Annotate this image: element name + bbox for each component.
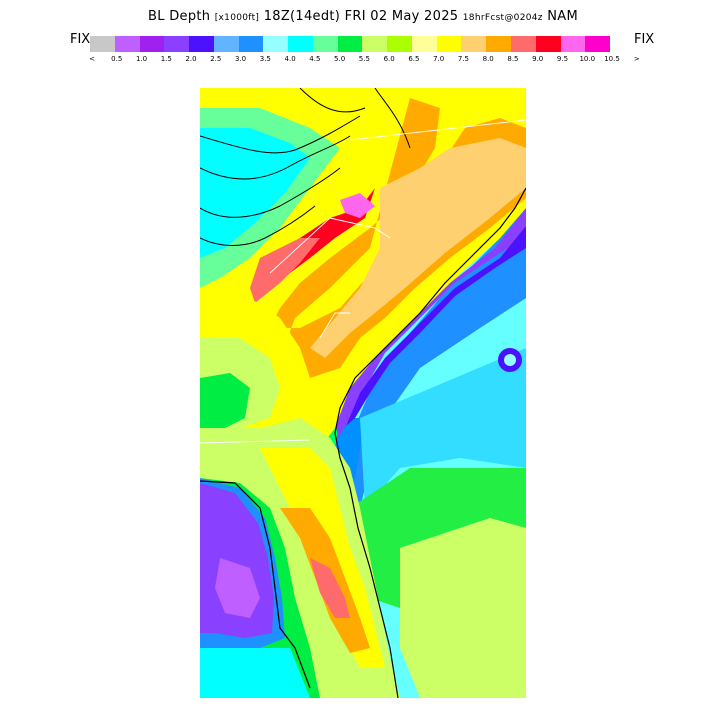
offshore-blue-band [340, 208, 526, 548]
colorbar-swatch [312, 36, 338, 52]
colorbar-tick-label: 3.5 [259, 55, 271, 63]
colorbar-swatch [362, 36, 388, 52]
colorbar [90, 36, 611, 52]
colorbar-tick-label: 5.0 [334, 55, 346, 63]
colorbar-swatch [114, 36, 140, 52]
colorbar-swatch [288, 36, 313, 52]
colorbar-tick-label: 4.0 [284, 55, 296, 63]
colorbar-tick-label: 8.5 [507, 55, 519, 63]
colorbar-swatch [436, 36, 462, 52]
colorbar-swatch [535, 36, 561, 52]
colorbar-swatch [189, 36, 214, 52]
colorbar-swatch [585, 36, 611, 52]
offshore-lime-patch [400, 518, 526, 698]
title-valid-time: 18Z(14edt) FRI 02 May 2025 [263, 9, 459, 24]
colorbar-tick-label: 5.5 [358, 55, 370, 63]
colorbar-right-label: FIX [634, 32, 655, 47]
colorbar-swatch [263, 36, 289, 52]
colorbar-tick-label: 9.5 [556, 55, 569, 63]
interior-green-zone [200, 373, 250, 428]
colorbar-tick-label: 6.5 [408, 55, 420, 63]
colorbar-tick-label: 1.5 [160, 55, 172, 63]
colorbar-swatch [486, 36, 512, 52]
colorbar-left-label: FIX [70, 32, 91, 47]
colorbar-tick-label: 2.5 [210, 55, 222, 63]
colorbar-swatch [238, 36, 264, 52]
colorbar-swatch [461, 36, 487, 52]
colorbar-tick-label: 10.0 [579, 55, 596, 63]
forecast-map [200, 88, 526, 698]
colorbar-tick-label: 7.5 [457, 55, 469, 63]
coastline [334, 187, 526, 698]
gulf-cyan-lower [200, 648, 310, 698]
colorbar-swatch [387, 36, 412, 52]
terrain-contours [200, 88, 411, 246]
colorbar-swatch [337, 36, 363, 52]
ridge-salmon-zone [250, 238, 320, 303]
offshore-cyan-lower [360, 348, 526, 508]
colorbar-tick-label: 7.0 [433, 55, 445, 63]
offshore-blue-cell-inner [504, 354, 516, 366]
gulf-coastline [200, 480, 311, 689]
colorbar-swatch [411, 36, 437, 52]
colorbar-swatch [139, 36, 165, 52]
colorbar-swatch [213, 36, 239, 52]
piedmont-light-orange-zone [310, 138, 526, 358]
colorbar-tick-label: 2.0 [185, 55, 197, 63]
colorbar-tick-label: 6.0 [383, 55, 395, 63]
colorbar-tick-label: > [633, 55, 640, 63]
title-forecast: 18hrFcst@0204z [462, 13, 543, 23]
florida-salmon-zone [310, 558, 350, 618]
title-model: NAM [547, 9, 578, 24]
colorbar-tick-label: 9.0 [532, 55, 544, 63]
colorbar-tick-label: 1.0 [135, 55, 148, 63]
coastal-purple-band [335, 208, 526, 438]
title-product: BL Depth [148, 9, 211, 24]
state-boundaries [200, 119, 526, 444]
colorbar-swatch [164, 36, 190, 52]
colorbar-swatch [560, 36, 586, 52]
title-units: [x1000ft] [214, 13, 260, 23]
colorbar-tick-label: 10.5 [604, 55, 620, 63]
colorbar-tick-label: < [89, 55, 95, 63]
mountain-cyan-zone [200, 128, 310, 258]
colorbar-tick-label: 0.5 [111, 55, 123, 63]
colorbar-tick-label: 4.5 [309, 55, 321, 63]
colorbar-tick-label: 8.0 [482, 55, 494, 63]
coastal-violet-band [346, 226, 526, 426]
colorbar-swatch [90, 36, 115, 52]
colorbar-tick-label: 3.0 [234, 55, 247, 63]
colorbar-ticks: <0.5 1.0 1.5 2.0 2.5 3.0 3.5 4.0 4.5 5.0 5.5 6.0 6.5… [89, 55, 640, 67]
gulf-violet-zone [215, 558, 260, 618]
ridge-magenta-cells [340, 193, 375, 218]
colorbar-swatch [511, 36, 536, 52]
chart-title: BL Depth [x1000ft] 18Z(14edt) FRI 02 May… [0, 9, 726, 24]
